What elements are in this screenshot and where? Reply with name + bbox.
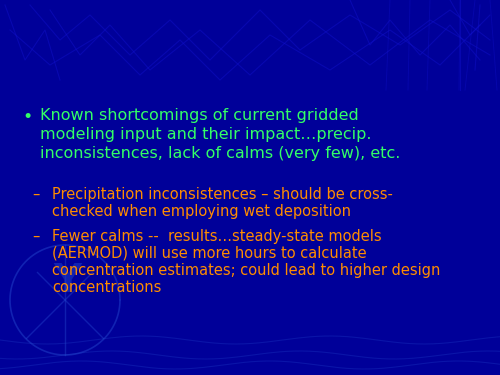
Text: inconsistences, lack of calms (very few), etc.: inconsistences, lack of calms (very few)… — [40, 146, 401, 161]
Text: concentrations: concentrations — [52, 280, 162, 295]
Text: –: – — [32, 187, 40, 202]
Text: •: • — [22, 108, 32, 126]
Text: –: – — [32, 229, 40, 244]
Text: Precipitation inconsistences – should be cross-: Precipitation inconsistences – should be… — [52, 187, 393, 202]
Text: Y: Y — [53, 262, 81, 300]
Text: modeling input and their impact…precip.: modeling input and their impact…precip. — [40, 127, 372, 142]
Text: checked when employing wet deposition: checked when employing wet deposition — [52, 204, 351, 219]
Text: Known shortcomings of current gridded: Known shortcomings of current gridded — [40, 108, 359, 123]
Text: (AERMOD) will use more hours to calculate: (AERMOD) will use more hours to calculat… — [52, 246, 366, 261]
Text: Fewer calms --  results…steady-state models: Fewer calms -- results…steady-state mode… — [52, 229, 382, 244]
Text: concentration estimates; could lead to higher design: concentration estimates; could lead to h… — [52, 263, 440, 278]
